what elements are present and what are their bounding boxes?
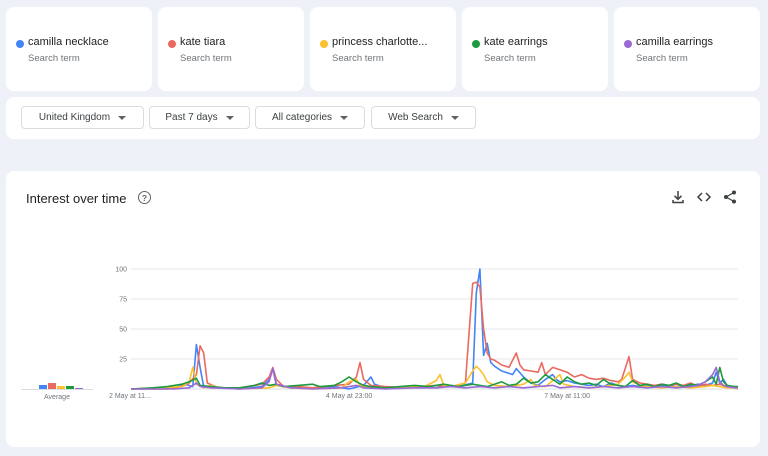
average-label: Average (44, 394, 70, 401)
term-name: kate earrings (484, 36, 548, 48)
interest-line-chart: 100 75 50 25 2 May at 11... 4 May at 23:00 7 M… (109, 267, 739, 400)
series-color-dot (320, 40, 328, 48)
time-range-label: Past 7 days (165, 112, 218, 123)
term-name: kate tiara (180, 36, 226, 48)
category-dropdown[interactable]: All categories (255, 106, 365, 129)
average-bar (48, 383, 56, 389)
x-tick-label: 7 May at 11:00 (544, 393, 590, 400)
search-terms-bar: camilla necklace Search term kate tiara … (6, 7, 762, 91)
panel-title: Interest over time (26, 191, 127, 206)
average-bar (57, 386, 65, 389)
interest-over-time-panel: Interest over time ? Average 100 75 50 25 2 … (6, 171, 760, 447)
term-card-5[interactable]: camilla earrings Search term (614, 7, 760, 91)
term-card-1[interactable]: camilla necklace Search term (6, 7, 152, 91)
series-color-dot (472, 40, 480, 48)
term-subtitle: Search term (28, 53, 80, 64)
term-subtitle: Search term (332, 53, 384, 64)
average-bar (66, 386, 74, 389)
download-icon[interactable] (670, 189, 686, 205)
help-circle-icon[interactable]: ? (138, 191, 151, 204)
search-type-dropdown[interactable]: Web Search (371, 106, 476, 129)
average-bar (39, 385, 47, 389)
series-line (131, 281, 739, 390)
y-tick-label: 75 (119, 297, 127, 304)
caret-down-icon (118, 115, 127, 120)
embed-code-icon[interactable] (696, 189, 712, 205)
category-label: All categories (271, 112, 333, 123)
filter-bar: United Kingdom Past 7 days All categorie… (6, 97, 760, 139)
y-tick-label: 25 (119, 357, 127, 364)
series-color-dot (624, 40, 632, 48)
x-tick-label: 4 May at 23:00 (326, 393, 372, 400)
y-tick-label: 100 (115, 267, 127, 274)
term-card-2[interactable]: kate tiara Search term (158, 7, 304, 91)
term-subtitle: Search term (484, 53, 536, 64)
term-name: princess charlotte... (332, 36, 428, 48)
term-name: camilla earrings (636, 36, 714, 48)
y-tick-label: 50 (119, 327, 127, 334)
average-bars: Average (21, 371, 93, 401)
term-name: camilla necklace (28, 36, 109, 48)
term-subtitle: Search term (636, 53, 688, 64)
series-line (130, 365, 739, 390)
region-label: United Kingdom (38, 112, 111, 123)
average-baseline (21, 389, 93, 390)
caret-down-icon (450, 115, 459, 120)
average-bar (75, 388, 83, 389)
x-tick-label: 2 May at 11... (109, 393, 151, 400)
caret-down-icon (225, 115, 234, 120)
search-type-label: Web Search (388, 112, 443, 123)
term-subtitle: Search term (180, 53, 232, 64)
time-range-dropdown[interactable]: Past 7 days (149, 106, 250, 129)
series-color-dot (168, 40, 176, 48)
caret-down-icon (340, 115, 349, 120)
series-line (131, 366, 738, 390)
term-card-3[interactable]: princess charlotte... Search term (310, 7, 456, 91)
region-dropdown[interactable]: United Kingdom (21, 106, 144, 129)
series-color-dot (16, 40, 24, 48)
term-card-4[interactable]: kate earrings Search term (462, 7, 608, 91)
share-icon[interactable] (722, 189, 738, 205)
